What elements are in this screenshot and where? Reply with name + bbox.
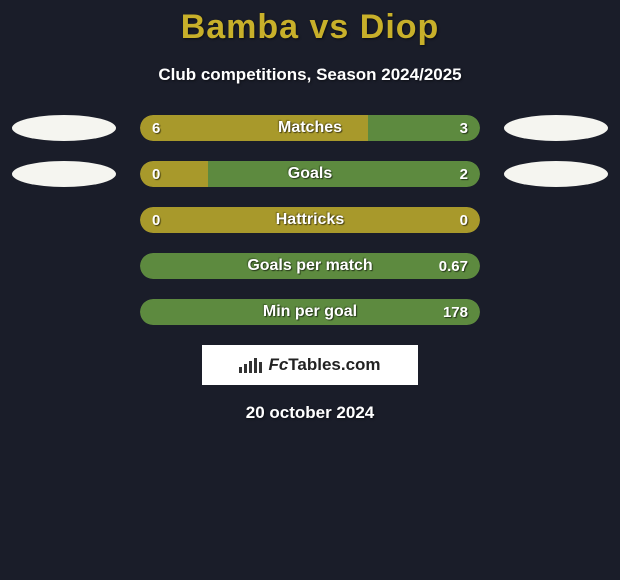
stat-bar: 178Min per goal xyxy=(140,299,480,325)
player-left-ellipse xyxy=(12,161,116,187)
stat-bar: 63Matches xyxy=(140,115,480,141)
player-right-ellipse xyxy=(504,115,608,141)
stat-row: 0.67Goals per match xyxy=(0,253,620,279)
stat-label: Goals xyxy=(140,161,480,187)
stat-bar: 00Hattricks xyxy=(140,207,480,233)
stat-row: 63Matches xyxy=(0,115,620,141)
subtitle: Club competitions, Season 2024/2025 xyxy=(0,65,620,85)
stat-rows: 63Matches 02Goals 00Hattricks 0.67Goals per… xyxy=(0,115,620,325)
logo-text: FcTables.com xyxy=(268,355,380,375)
comparison-widget: Bamba vs Diop Club competitions, Season … xyxy=(0,0,620,423)
stat-row: 02Goals xyxy=(0,161,620,187)
date-text: 20 october 2024 xyxy=(0,403,620,423)
stat-label: Hattricks xyxy=(140,207,480,233)
stat-label: Matches xyxy=(140,115,480,141)
stat-label: Min per goal xyxy=(140,299,480,325)
stat-label: Goals per match xyxy=(140,253,480,279)
stat-bar: 0.67Goals per match xyxy=(140,253,480,279)
player-left-ellipse xyxy=(12,115,116,141)
page-title: Bamba vs Diop xyxy=(0,8,620,47)
logo-box[interactable]: FcTables.com xyxy=(202,345,418,385)
bars-icon xyxy=(239,358,262,373)
stat-bar: 02Goals xyxy=(140,161,480,187)
player-right-ellipse xyxy=(504,161,608,187)
stat-row: 178Min per goal xyxy=(0,299,620,325)
stat-row: 00Hattricks xyxy=(0,207,620,233)
